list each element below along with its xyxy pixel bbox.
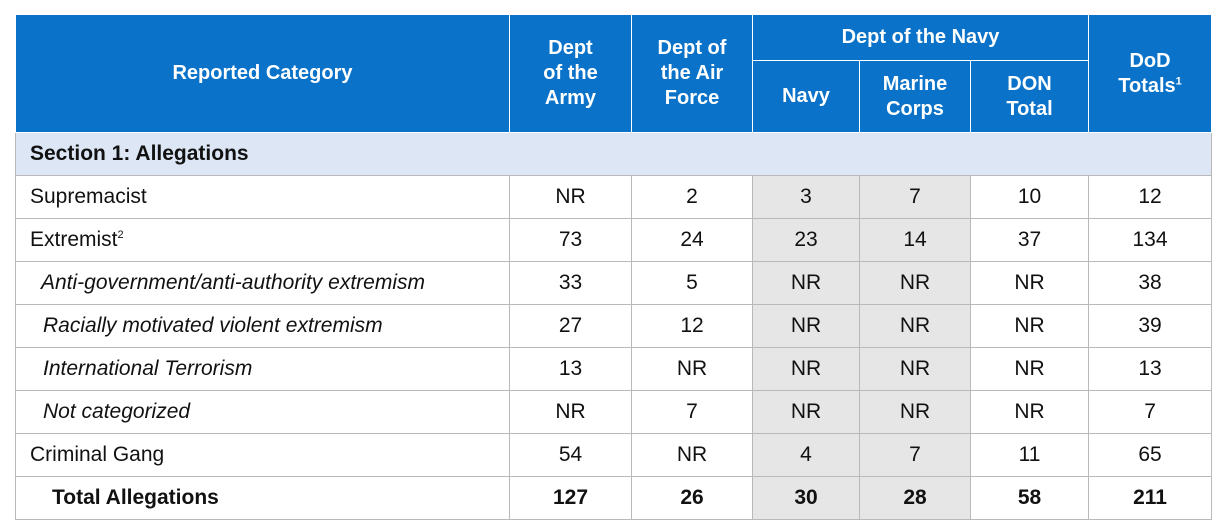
footnote-marker: 2 bbox=[117, 229, 124, 241]
don-value-cell: 58 bbox=[969, 476, 1090, 520]
footnote-marker: 1 bbox=[1175, 74, 1182, 87]
marine-value-cell: NR bbox=[859, 304, 971, 348]
don-value-cell: 10 bbox=[969, 175, 1090, 219]
table-row: Racially motivated violent extremism 27 12… bbox=[15, 304, 1213, 348]
table-row: Extremist2 73 24 23 14 37 134 bbox=[15, 218, 1213, 262]
dod-value-cell: 211 bbox=[1088, 476, 1213, 520]
army-value-cell: 13 bbox=[509, 347, 632, 391]
airforce-value-cell: 12 bbox=[631, 304, 753, 348]
airforce-value-cell: 7 bbox=[631, 390, 753, 434]
airforce-value-cell: NR bbox=[631, 433, 753, 477]
category-cell: Total Allegations bbox=[15, 476, 510, 520]
header-dept-of-the-navy: Dept of the Navy bbox=[751, 14, 1090, 61]
don-value-cell: NR bbox=[969, 390, 1090, 434]
dod-value-cell: 12 bbox=[1088, 175, 1213, 219]
army-value-cell: 127 bbox=[509, 476, 632, 520]
army-value-cell: 33 bbox=[509, 261, 632, 305]
navy-value-cell: NR bbox=[752, 304, 860, 348]
dod-value-cell: 39 bbox=[1088, 304, 1213, 348]
marine-value-cell: 14 bbox=[859, 218, 971, 262]
marine-value-cell: NR bbox=[859, 347, 971, 391]
allegations-table: Reported Category Dept of the Army Dept of… bbox=[14, 14, 1213, 520]
marine-value-cell: 28 bbox=[859, 476, 971, 520]
airforce-value-cell: 2 bbox=[631, 175, 753, 219]
category-cell: Not categorized bbox=[15, 390, 510, 434]
category-cell: Criminal Gang bbox=[15, 433, 510, 477]
dod-value-cell: 7 bbox=[1088, 390, 1213, 434]
header-don-total: DON Total bbox=[969, 60, 1090, 133]
airforce-value-cell: 5 bbox=[631, 261, 753, 305]
category-cell: Anti-government/anti-authority extremism bbox=[15, 261, 510, 305]
header-dod-totals: DoD Totals1 bbox=[1088, 14, 1213, 133]
army-value-cell: 54 bbox=[509, 433, 632, 477]
category-cell: Supremacist bbox=[15, 175, 510, 219]
category-cell: International Terrorism bbox=[15, 347, 510, 391]
army-value-cell: NR bbox=[509, 175, 632, 219]
navy-value-cell: NR bbox=[752, 390, 860, 434]
section-title: Section 1: Allegations bbox=[14, 132, 1213, 176]
navy-value-cell: 4 bbox=[752, 433, 860, 477]
airforce-value-cell: 24 bbox=[631, 218, 753, 262]
navy-value-cell: 3 bbox=[752, 175, 860, 219]
header-air-force: Dept of the Air Force bbox=[631, 14, 753, 133]
don-value-cell: NR bbox=[969, 304, 1090, 348]
header-navy: Navy bbox=[752, 60, 860, 133]
marine-value-cell: 7 bbox=[859, 433, 971, 477]
dod-value-cell: 13 bbox=[1088, 347, 1213, 391]
marine-value-cell: NR bbox=[859, 261, 971, 305]
army-value-cell: 73 bbox=[509, 218, 632, 262]
navy-value-cell: 30 bbox=[752, 476, 860, 520]
don-value-cell: NR bbox=[969, 347, 1090, 391]
army-value-cell: 27 bbox=[509, 304, 632, 348]
dod-value-cell: 134 bbox=[1088, 218, 1213, 262]
don-value-cell: NR bbox=[969, 261, 1090, 305]
header-army: Dept of the Army bbox=[509, 14, 632, 133]
airforce-value-cell: NR bbox=[631, 347, 753, 391]
navy-value-cell: 23 bbox=[752, 218, 860, 262]
category-cell: Racially motivated violent extremism bbox=[15, 304, 510, 348]
marine-value-cell: 7 bbox=[859, 175, 971, 219]
table-row: Anti-government/anti-authority extremism… bbox=[15, 261, 1213, 305]
table-row: Supremacist NR 2 3 7 10 12 bbox=[15, 175, 1213, 219]
navy-value-cell: NR bbox=[752, 261, 860, 305]
army-value-cell: NR bbox=[509, 390, 632, 434]
navy-value-cell: NR bbox=[752, 347, 860, 391]
table-row: International Terrorism 13 NR NR NR NR 13 bbox=[15, 347, 1213, 391]
don-value-cell: 37 bbox=[969, 218, 1090, 262]
dod-value-cell: 38 bbox=[1088, 261, 1213, 305]
category-cell: Extremist2 bbox=[15, 218, 510, 262]
airforce-value-cell: 26 bbox=[631, 476, 753, 520]
don-value-cell: 11 bbox=[969, 433, 1090, 477]
header-reported-category: Reported Category bbox=[15, 14, 510, 133]
table-row: Not categorized NR 7 NR NR NR 7 bbox=[15, 390, 1213, 434]
table-row: Total Allegations 127 26 30 28 58 211 bbox=[15, 476, 1213, 520]
dod-value-cell: 65 bbox=[1088, 433, 1213, 477]
header-marine-corps: Marine Corps bbox=[859, 60, 971, 133]
table-row: Criminal Gang 54 NR 4 7 11 65 bbox=[15, 433, 1213, 477]
marine-value-cell: NR bbox=[859, 390, 971, 434]
